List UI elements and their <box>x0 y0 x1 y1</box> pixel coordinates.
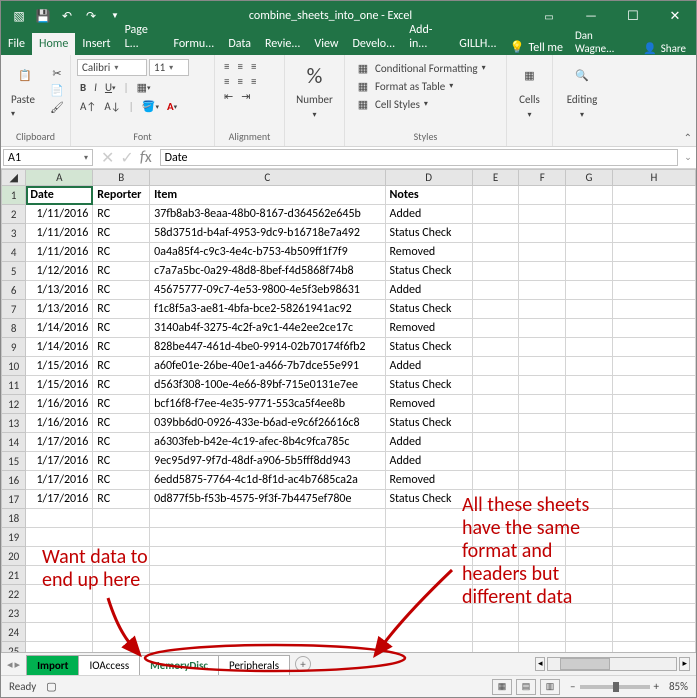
annotation-arrows <box>0 0 697 698</box>
